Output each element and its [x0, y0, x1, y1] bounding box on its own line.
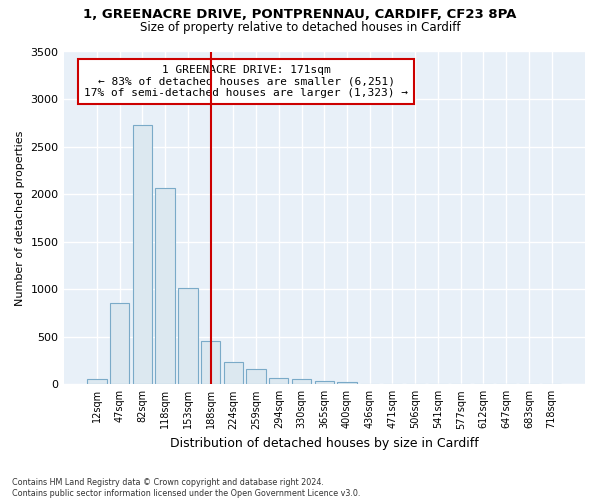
Bar — [292, 378, 311, 384]
Bar — [110, 304, 130, 384]
Text: 1 GREENACRE DRIVE: 171sqm
← 83% of detached houses are smaller (6,251)
17% of se: 1 GREENACRE DRIVE: 171sqm ← 83% of detac… — [84, 65, 408, 98]
Y-axis label: Number of detached properties: Number of detached properties — [15, 130, 25, 306]
Bar — [224, 362, 243, 384]
Bar — [247, 369, 266, 384]
Bar — [133, 124, 152, 384]
Bar — [87, 378, 107, 384]
Text: 1, GREENACRE DRIVE, PONTPRENNAU, CARDIFF, CF23 8PA: 1, GREENACRE DRIVE, PONTPRENNAU, CARDIFF… — [83, 8, 517, 20]
Text: Contains HM Land Registry data © Crown copyright and database right 2024.
Contai: Contains HM Land Registry data © Crown c… — [12, 478, 361, 498]
Text: Size of property relative to detached houses in Cardiff: Size of property relative to detached ho… — [140, 21, 460, 34]
Bar — [178, 288, 197, 384]
Bar — [155, 188, 175, 384]
Bar — [314, 382, 334, 384]
Bar — [337, 382, 356, 384]
Bar — [269, 378, 289, 384]
Bar — [201, 340, 220, 384]
X-axis label: Distribution of detached houses by size in Cardiff: Distribution of detached houses by size … — [170, 437, 479, 450]
